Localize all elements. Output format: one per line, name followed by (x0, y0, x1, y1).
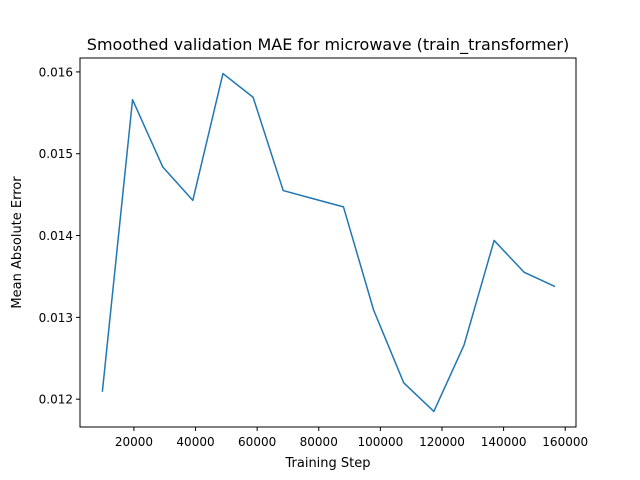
x-tick-label: 100000 (357, 435, 403, 449)
y-tick-label: 0.012 (39, 393, 73, 407)
x-tick-label: 20000 (115, 435, 153, 449)
x-axis-label: Training Step (284, 456, 370, 471)
x-tick-label: 40000 (176, 435, 214, 449)
y-tick-label: 0.016 (39, 65, 73, 79)
plot-frame (79, 57, 577, 428)
x-tick-label: 160000 (542, 435, 588, 449)
x-tick-label: 80000 (300, 435, 338, 449)
y-tick-label: 0.014 (39, 229, 73, 243)
y-axis-label: Mean Absolute Error (10, 176, 25, 309)
series-line (101, 72, 556, 413)
x-tick-label: 140000 (481, 435, 527, 449)
y-tick-label: 0.015 (39, 147, 73, 161)
chart-title: Smoothed validation MAE for microwave (t… (87, 35, 569, 55)
x-tick-label: 120000 (419, 435, 465, 449)
x-axis: 20000 40000 60000 80000 100000 120000 140000 16… (115, 427, 588, 449)
x-tick-label: 60000 (238, 435, 276, 449)
y-axis: 0.012 0.013 0.014 0.015 0.016 (39, 65, 80, 407)
y-tick-label: 0.013 (39, 311, 73, 325)
series-layer (101, 72, 556, 413)
